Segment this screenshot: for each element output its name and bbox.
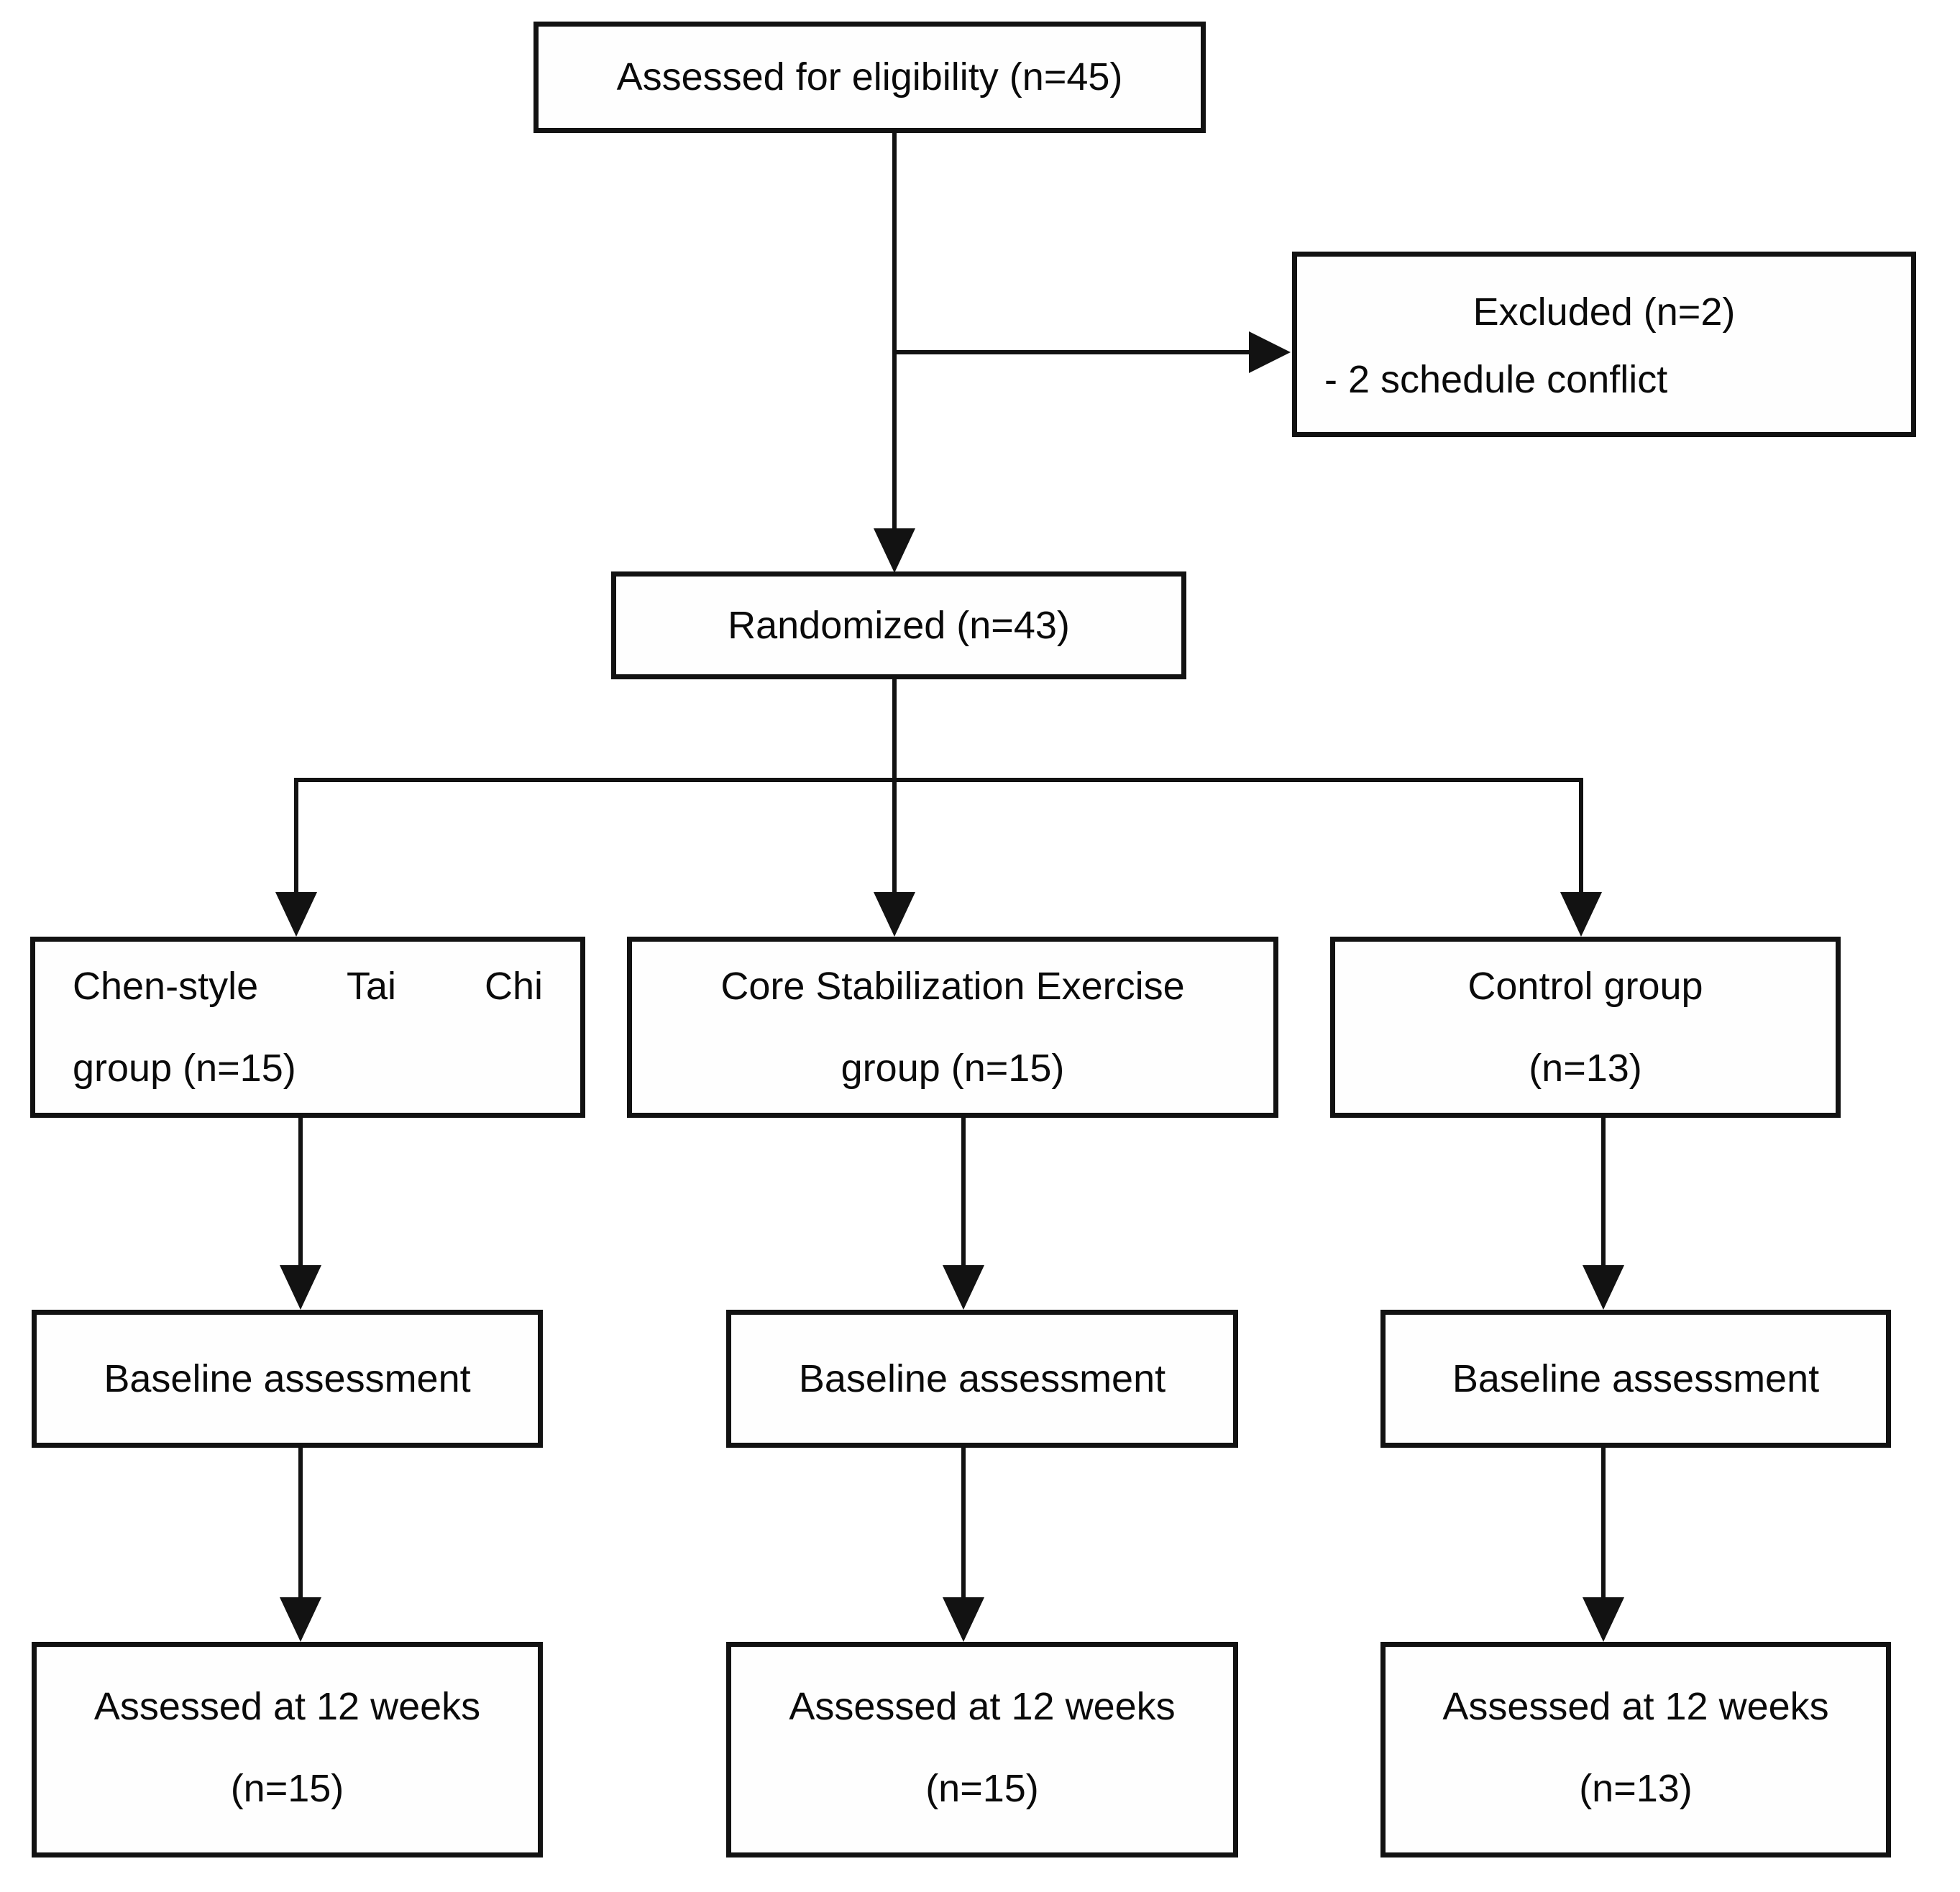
node-group-core-line1: Core Stabilization Exercise (720, 964, 1185, 1008)
node-baseline-core-label: Baseline assessment (798, 1356, 1166, 1400)
node-assessed-eligibility-label: Assessed for eligibility (n=45) (616, 55, 1123, 99)
node-group-taichi: Chen-style Tai Chi group (n=15) (30, 937, 585, 1118)
arrow-down-icon (943, 1597, 984, 1642)
flow-line-to-excluded (892, 350, 1251, 354)
node-baseline-taichi-label: Baseline assessment (104, 1356, 471, 1400)
node-group-control: Control group (n=13) (1330, 937, 1841, 1118)
node-group-core-line2: group (n=15) (841, 1047, 1065, 1090)
arrow-down-icon (874, 528, 915, 573)
node-final-control-line1: Assessed at 12 weeks (1442, 1685, 1829, 1728)
node-group-control-line2: (n=13) (1529, 1047, 1642, 1090)
node-group-taichi-line2: group (n=15) (73, 1047, 296, 1090)
flow-line-control-to-baseline (1601, 1118, 1606, 1267)
node-group-core: Core Stabilization Exercise group (n=15) (627, 937, 1278, 1118)
node-final-control-line2: (n=13) (1579, 1767, 1693, 1811)
node-assessed-eligibility: Assessed for eligibility (n=45) (533, 22, 1206, 133)
node-baseline-control-label: Baseline assessment (1452, 1356, 1820, 1400)
node-baseline-control: Baseline assessment (1380, 1310, 1891, 1448)
node-excluded-title: Excluded (n=2) (1473, 290, 1736, 334)
flow-line-eligibility-to-randomized (892, 133, 897, 530)
arrow-down-icon (280, 1597, 321, 1642)
node-final-core-line2: (n=15) (925, 1767, 1039, 1811)
flow-line-split-to-control (1579, 778, 1583, 895)
node-excluded: Excluded (n=2) - 2 schedule conflict (1292, 252, 1916, 437)
node-randomized-label: Randomized (n=43) (728, 603, 1070, 647)
node-group-taichi-line1: Chen-style Tai Chi (73, 964, 543, 1009)
flow-line-control-to-final (1601, 1448, 1606, 1599)
arrow-down-icon (874, 892, 915, 937)
flow-line-taichi-to-baseline (298, 1118, 303, 1267)
flow-line-core-to-baseline (961, 1118, 966, 1267)
node-excluded-detail: - 2 schedule conflict (1324, 358, 1668, 402)
flow-line-split-to-taichi (294, 778, 298, 895)
arrow-down-icon (275, 892, 317, 937)
arrow-down-icon (1583, 1597, 1624, 1642)
flow-line-taichi-to-final (298, 1448, 303, 1599)
node-randomized: Randomized (n=43) (611, 571, 1186, 679)
node-baseline-core: Baseline assessment (726, 1310, 1238, 1448)
arrow-right-icon (1249, 331, 1291, 373)
arrow-down-icon (1583, 1265, 1624, 1310)
flow-line-split-bar (294, 778, 1583, 782)
node-group-control-line1: Control group (1467, 964, 1703, 1008)
flow-line-randomized-to-split (892, 679, 897, 895)
node-final-control: Assessed at 12 weeks (n=13) (1380, 1642, 1891, 1857)
arrow-down-icon (1560, 892, 1602, 937)
taichi-word-3: Chi (484, 964, 543, 1008)
taichi-word-2: Tai (347, 964, 397, 1008)
taichi-word-1: Chen-style (73, 964, 259, 1008)
arrow-down-icon (943, 1265, 984, 1310)
node-final-taichi: Assessed at 12 weeks (n=15) (32, 1642, 543, 1857)
node-final-core: Assessed at 12 weeks (n=15) (726, 1642, 1238, 1857)
node-final-taichi-line2: (n=15) (230, 1767, 344, 1811)
node-baseline-taichi: Baseline assessment (32, 1310, 543, 1448)
node-final-core-line1: Assessed at 12 weeks (789, 1685, 1176, 1728)
flow-line-core-to-final (961, 1448, 966, 1599)
arrow-down-icon (280, 1265, 321, 1310)
node-final-taichi-line1: Assessed at 12 weeks (93, 1685, 481, 1728)
